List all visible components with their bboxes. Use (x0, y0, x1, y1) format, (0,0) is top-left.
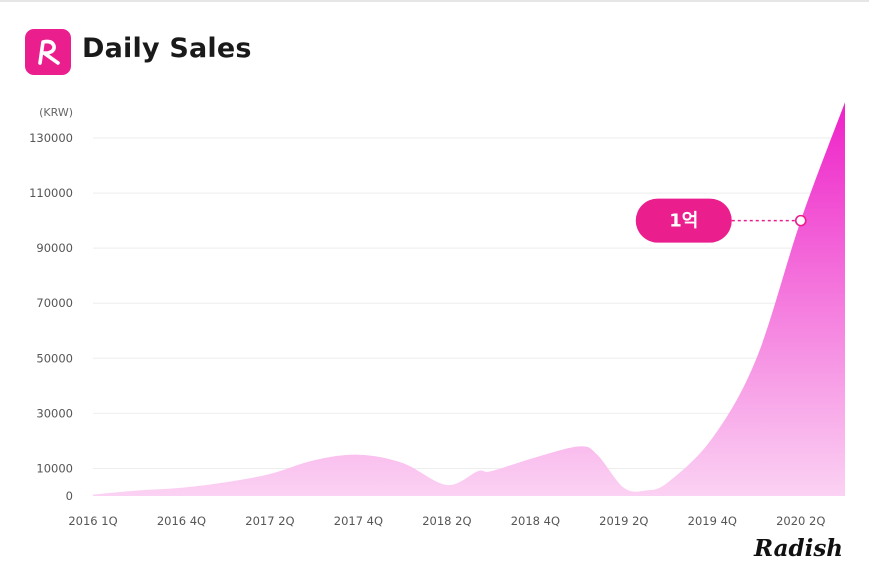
y-tick-label: 110000 (29, 186, 73, 200)
annotation-layer: 1억 (635, 198, 807, 243)
top-divider (0, 0, 869, 2)
x-axis-ticks: 2016 1Q 2016 4Q 2017 2Q 2017 4Q 2018 2Q 2018 … (68, 514, 825, 528)
x-tick-label: 2019 4Q (688, 514, 737, 528)
y-tick-label: 70000 (36, 296, 73, 310)
x-tick-label: 2016 4Q (157, 514, 206, 528)
sales-area-series (93, 102, 845, 496)
gridlines (93, 137, 845, 469)
y-tick-label: 0 (66, 489, 73, 503)
y-tick-label: 30000 (36, 406, 73, 420)
sales-area (93, 102, 845, 496)
y-tick-label: 130000 (29, 131, 73, 145)
x-tick-label: 2020 2Q (776, 514, 825, 528)
y-tick-label: 50000 (36, 351, 73, 365)
annotation-pill (635, 198, 732, 243)
x-tick-label: 2017 4Q (334, 514, 383, 528)
y-axis-unit: (KRW) (39, 106, 73, 119)
x-tick-label: 2017 2Q (245, 514, 294, 528)
x-tick-label: 2018 2Q (422, 514, 471, 528)
radish-logo-icon (25, 29, 71, 75)
y-axis-ticks: 0 10000 30000 50000 70000 90000 110000 130000 (K… (29, 106, 73, 503)
x-tick-label: 2016 1Q (68, 514, 117, 528)
brand-wordmark: Radish (753, 535, 843, 562)
x-tick-label: 2018 4Q (511, 514, 560, 528)
annotation-point (794, 214, 807, 227)
annotation-label: 1억 (669, 211, 698, 232)
y-tick-label: 90000 (36, 241, 73, 255)
y-tick-label: 10000 (36, 461, 73, 475)
x-tick-label: 2019 2Q (599, 514, 648, 528)
page-title: Daily Sales (82, 33, 252, 64)
